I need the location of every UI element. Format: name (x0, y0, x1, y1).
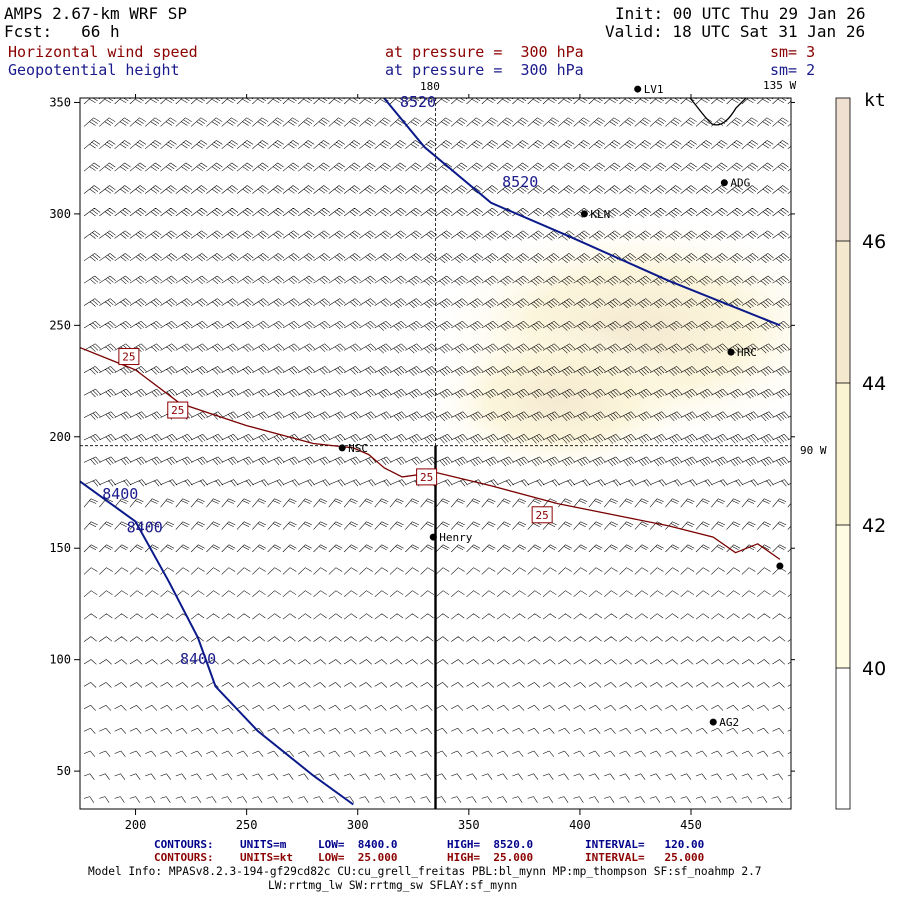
station-label: ADG (730, 177, 750, 190)
field2-level: at pressure = 300 hPa (385, 61, 584, 79)
contour2-low: LOW= 25.000 (318, 851, 398, 864)
height-contour-label: 8400 (180, 650, 216, 668)
model-info-line2: LW:rrtmg_lw SW:rrtmg_sw SFLAY:sf_mynn (268, 879, 518, 892)
field1-smoothing: sm= 3 (770, 43, 816, 61)
colorbar-level-label: 42 (862, 515, 886, 537)
y-tick-label: 350 (49, 95, 71, 109)
wind-contour-label-box (167, 401, 189, 419)
y-tick-label: 50 (57, 764, 71, 778)
model-title: AMPS 2.67-km WRF SP (4, 4, 188, 23)
colorbar-level-label: 40 (862, 658, 886, 680)
station-marker (580, 210, 588, 218)
height-contour-8520 (382, 98, 781, 327)
contour2-units: UNITS=kt (240, 851, 293, 864)
colorbar-level-label: 44 (862, 373, 886, 395)
y-tick-label: 100 (49, 653, 71, 667)
height-contour-8400 (80, 480, 354, 806)
x-tick-label: 400 (569, 818, 591, 832)
colorbar-unit: kt (864, 90, 886, 111)
init-time: Init: 00 UTC Thu 29 Jan 26 (615, 4, 866, 23)
colorbar-level-label: 46 (862, 231, 886, 253)
y-tick-label: 300 (49, 207, 71, 221)
wind-barb-field (83, 98, 791, 803)
colorbar-frame (835, 97, 851, 810)
station-marker (727, 348, 735, 356)
colorbar-band (836, 98, 850, 241)
colorbar-band (836, 383, 850, 525)
station-label: LV1 (644, 83, 664, 96)
wind-contour-label: 25 (420, 471, 433, 484)
colorbar-band (836, 668, 850, 809)
wind-contour-label-box (531, 506, 553, 524)
x-tick-label: 350 (458, 818, 480, 832)
station-marker (720, 179, 728, 187)
field2-smoothing: sm= 2 (770, 61, 816, 79)
contour2-high: HIGH= 25.000 (447, 851, 534, 864)
map-overlay (80, 98, 791, 809)
valid-time: Valid: 18 UTC Sat 31 Jan 26 (605, 22, 866, 41)
field1-name: Horizontal wind speed (8, 43, 198, 61)
wind-contour-label: 25 (171, 404, 184, 417)
x-tick-label: 300 (347, 818, 369, 832)
coastline (689, 98, 747, 126)
station-marker (429, 533, 437, 541)
station-label: Henry (439, 531, 472, 544)
colorbar-band (836, 241, 850, 383)
x-tick-label: 450 (680, 818, 702, 832)
y-tick-label: 250 (49, 318, 71, 332)
y-tick-label: 150 (49, 541, 71, 555)
station-marker (634, 85, 642, 93)
station-label: NSC (348, 442, 368, 455)
x-tick-label: 250 (236, 818, 258, 832)
y-tick-label: 200 (49, 430, 71, 444)
height-contour-label: 8400 (102, 485, 138, 503)
contour1-units: UNITS=m (240, 838, 287, 851)
contour1-high: HIGH= 8520.0 (447, 838, 534, 851)
contour1-label: CONTOURS: (154, 838, 214, 851)
contour2-interval: INTERVAL= 25.000 (585, 851, 705, 864)
station-label: KLN (590, 208, 610, 221)
contour2-label: CONTOURS: (154, 851, 214, 864)
station-marker (776, 562, 784, 570)
station-label: HRC (737, 346, 757, 359)
station-marker (338, 444, 346, 452)
field2-name: Geopotential height (8, 61, 180, 79)
x-tick-label: 200 (125, 818, 147, 832)
field1-level: at pressure = 300 hPa (385, 43, 584, 61)
station-marker (709, 718, 717, 726)
height-contour-label: 8400 (127, 519, 163, 537)
height-contour-label: 8520 (400, 93, 436, 111)
axis-ticks: 200 250 300 350 400 450 50 100 150 200 250 300 350 (49, 94, 795, 832)
wind-contour-label: 25 (122, 351, 135, 364)
model-info: Model Info: MPASv8.2.3-194-gf29cd82c CU:… (88, 865, 762, 878)
wind-barbs (83, 98, 791, 803)
colorbar: 40 42 44 46 (835, 97, 886, 810)
wind-contour-label: 25 (536, 509, 549, 522)
wind-contour-label-box (416, 468, 438, 486)
lon-label-135w: 135 W (763, 79, 797, 92)
lon-label-90w: 90 W (800, 444, 827, 457)
wind-contour-label-box (118, 348, 140, 366)
plot-frame (79, 97, 792, 810)
station-label: AG2 (719, 716, 739, 729)
height-contour-label: 8520 (502, 173, 538, 191)
contour1-interval: INTERVAL= 120.00 (585, 838, 705, 851)
contour1-low: LOW= 8400.0 (318, 838, 398, 851)
colorbar-band (836, 525, 850, 668)
lon-label-180: 180 (420, 80, 440, 93)
forecast-hour: Fcst: 66 h (4, 22, 120, 41)
